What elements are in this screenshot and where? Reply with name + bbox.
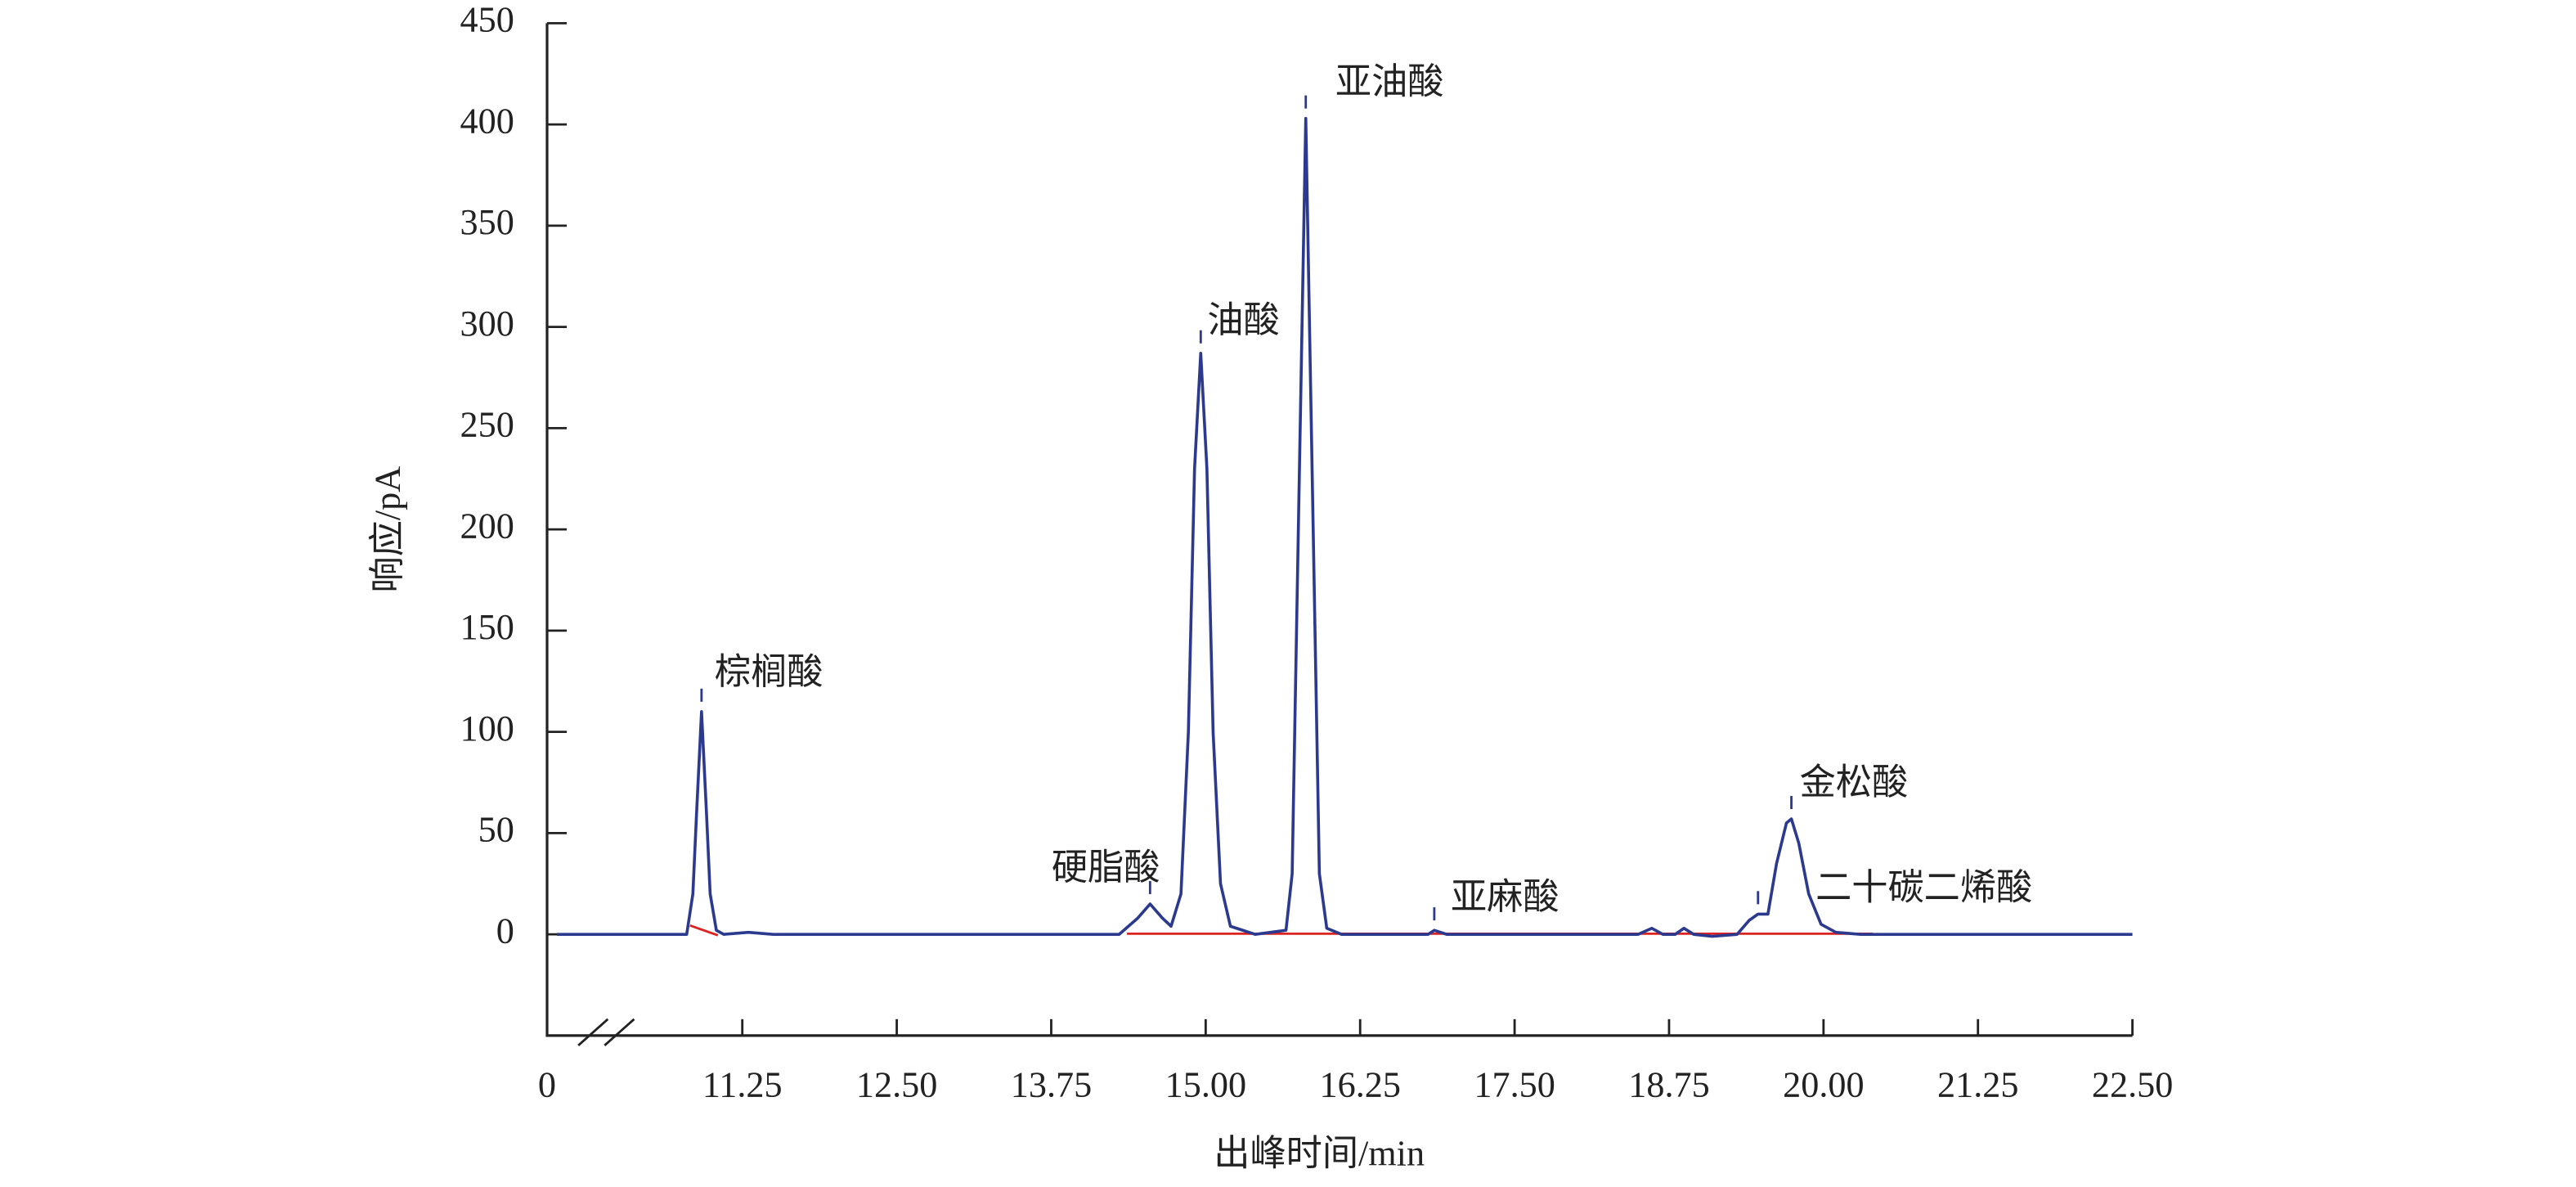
y-tick-label: 50 <box>478 810 514 850</box>
peak-label: 金松酸 <box>1800 762 1909 803</box>
x-tick-label: 22.50 <box>2092 1064 2173 1104</box>
integration-baseline <box>689 924 719 937</box>
y-tick-label: 200 <box>460 506 514 546</box>
y-tick-label: 150 <box>460 607 514 647</box>
x-tick-label: 0 <box>538 1064 556 1104</box>
x-tick-label: 18.75 <box>1628 1064 1709 1104</box>
chromatogram-line <box>557 116 2133 938</box>
y-tick-label: 350 <box>460 202 514 242</box>
y-axis-title: 响应/pA <box>367 466 407 593</box>
peak-label: 硬脂酸 <box>1052 848 1160 888</box>
x-tick-label: 11.25 <box>702 1064 783 1104</box>
x-axis-title: 出峰时间/min <box>1214 1134 1425 1174</box>
peak-label: 亚油酸 <box>1335 62 1444 102</box>
x-tick-label: 21.25 <box>1937 1064 2018 1104</box>
peak-label: 二十碳二烯酸 <box>1815 867 2032 907</box>
peak-label: 棕榈酸 <box>715 652 824 692</box>
x-tick-label: 12.50 <box>856 1064 937 1104</box>
x-tick-label: 13.75 <box>1011 1064 1092 1104</box>
y-tick-label: 100 <box>460 708 514 749</box>
peak-label: 油酸 <box>1207 300 1279 340</box>
y-tick-label: 300 <box>460 303 514 344</box>
axis-break <box>577 1018 635 1047</box>
x-tick-label: 17.50 <box>1474 1064 1555 1104</box>
x-tick-label: 15.00 <box>1165 1064 1246 1104</box>
y-tick-label: 400 <box>460 101 514 141</box>
x-tick-label: 20.00 <box>1783 1064 1864 1104</box>
y-tick-label: 450 <box>460 0 514 40</box>
x-tick-label: 16.25 <box>1320 1064 1401 1104</box>
y-tick-label: 250 <box>460 405 514 445</box>
y-tick-label: 0 <box>496 910 514 951</box>
peak-label: 亚麻酸 <box>1451 877 1560 917</box>
